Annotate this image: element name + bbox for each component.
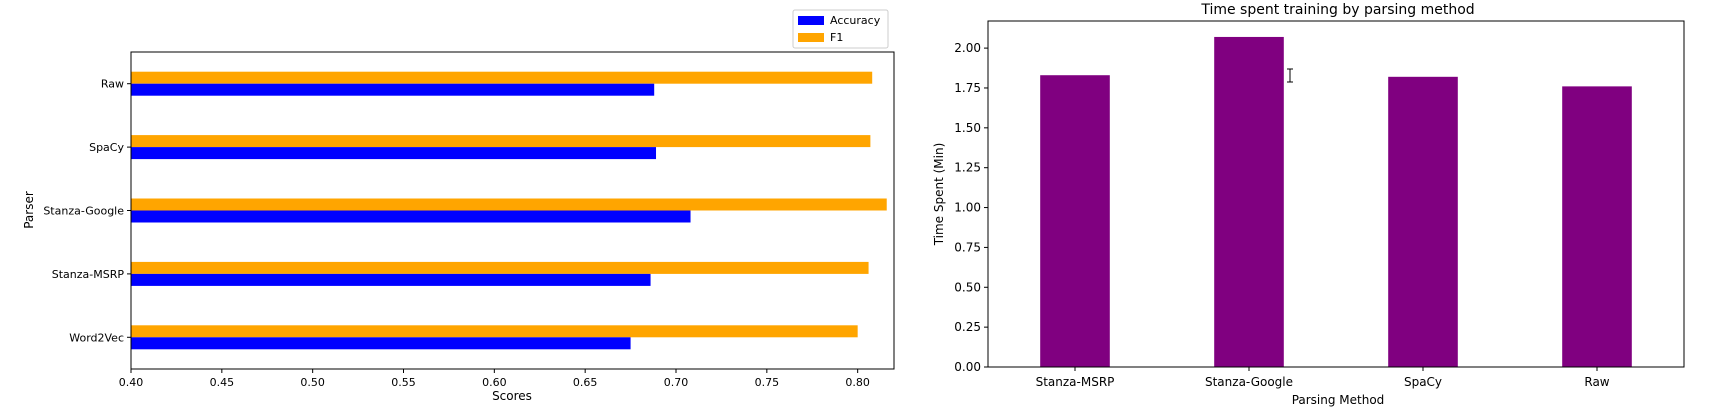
x-tick-label: 0.40 <box>119 376 144 389</box>
bar-f1-raw <box>131 71 873 84</box>
bar-f1-spacy <box>131 135 871 148</box>
text-cursor-icon <box>1287 68 1293 83</box>
bar-accuracy-raw <box>131 83 655 96</box>
y-tick-label: 1.00 <box>954 201 981 215</box>
chart-title: Time spent training by parsing method <box>1200 2 1474 18</box>
x-tick-label: Raw <box>1584 375 1609 389</box>
bar-f1-stanza-google <box>131 198 887 211</box>
chart-training-time: Time spent training by parsing method St… <box>932 2 1685 407</box>
x-tick-label: 0.45 <box>210 376 235 389</box>
bar-accuracy-word2vec <box>131 337 631 350</box>
y-tick-label: 1.25 <box>954 161 981 175</box>
legend: Accuracy F1 <box>792 9 889 49</box>
legend-label-f1: F1 <box>830 31 843 44</box>
x-tick-label: 0.55 <box>391 376 416 389</box>
y-axis-label: Time Spent (Min) <box>932 143 946 247</box>
x-tick-label: Stanza-MSRP <box>1036 375 1115 389</box>
bar-raw <box>1562 86 1632 368</box>
legend-swatch-f1 <box>798 33 824 42</box>
bar-stanza-msrp <box>1040 75 1110 368</box>
bar-f1-word2vec <box>131 325 858 338</box>
x-tick-label: SpaCy <box>1404 375 1442 389</box>
y-tick-label: 0.25 <box>954 320 981 334</box>
y-tick-label: 1.50 <box>954 121 981 135</box>
x-tick-label: 0.80 <box>845 376 870 389</box>
bar-f1-stanza-msrp <box>131 261 869 274</box>
x-tick-label: 0.60 <box>482 376 507 389</box>
chart-parser-scores: 0.40 0.45 0.50 0.55 0.60 0.65 0.70 0.75 0.80 Wor… <box>22 9 895 403</box>
bar-accuracy-spacy <box>131 147 657 160</box>
y-tick-label: 0.75 <box>954 240 981 254</box>
plot-frame <box>987 20 1685 368</box>
x-axis-label: Parsing Method <box>1292 393 1385 407</box>
y-tick-label: 0.00 <box>954 360 981 374</box>
legend-label-accuracy: Accuracy <box>830 14 881 27</box>
bar-stanza-google <box>1214 36 1284 367</box>
x-tick-label: Stanza-Google <box>1205 375 1293 389</box>
bar-accuracy-stanza-msrp <box>131 273 651 286</box>
y-tick-label: 1.75 <box>954 81 981 95</box>
legend-swatch-accuracy <box>798 16 824 25</box>
x-tick-label: 0.50 <box>300 376 325 389</box>
x-tick-label: 0.65 <box>573 376 598 389</box>
y-tick-label: Raw <box>101 78 124 91</box>
x-tick-label: 0.70 <box>664 376 689 389</box>
y-tick-label: Stanza-MSRP <box>52 268 125 281</box>
bar-spacy <box>1388 76 1458 367</box>
x-tick-label: 0.75 <box>755 376 780 389</box>
bar-accuracy-stanza-google <box>131 210 691 223</box>
y-tick-label: 0.50 <box>954 280 981 294</box>
x-axis-label: Scores <box>492 389 532 403</box>
y-tick-label: Word2Vec <box>69 331 124 344</box>
y-axis-label: Parser <box>22 191 36 229</box>
y-tick-label: 2.00 <box>954 41 981 55</box>
y-tick-label: Stanza-Google <box>43 205 124 218</box>
y-tick-label: SpaCy <box>89 141 124 154</box>
